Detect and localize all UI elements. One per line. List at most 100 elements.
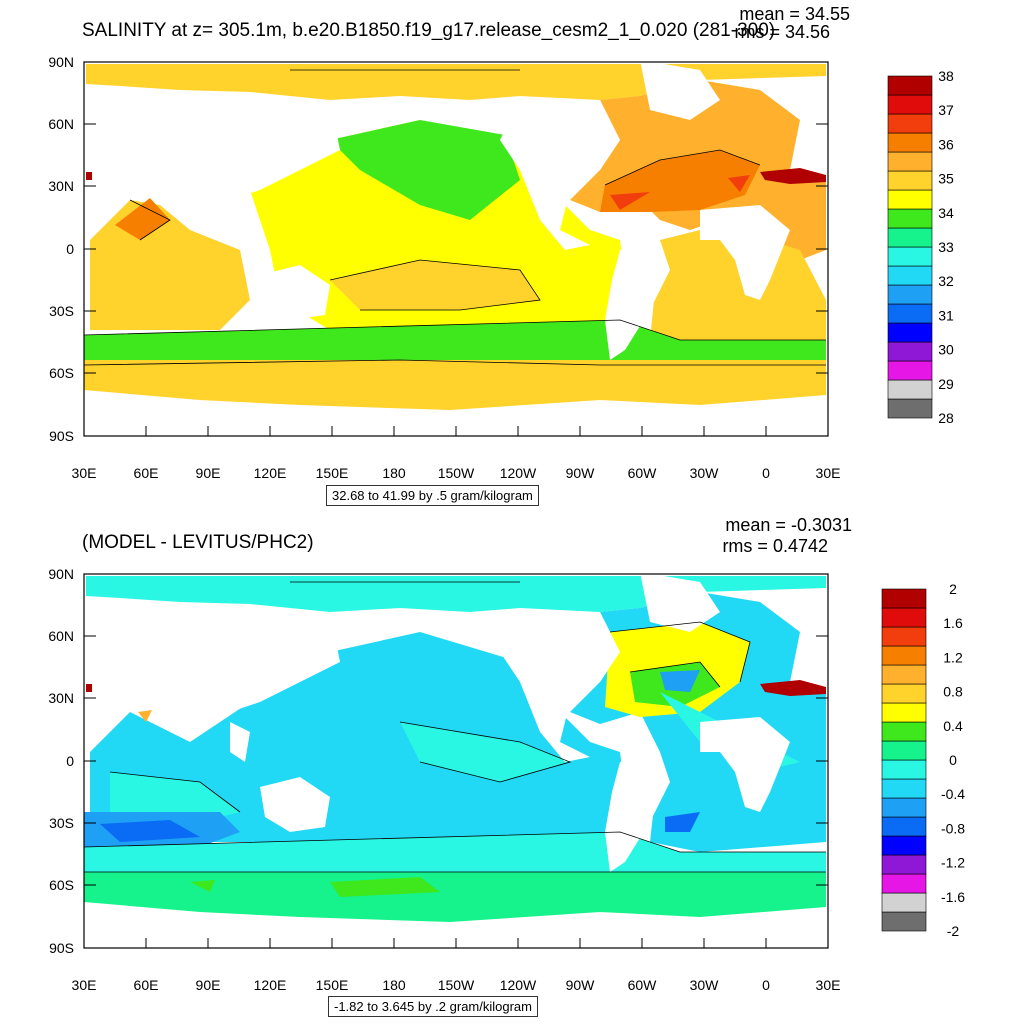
lat-label: 30S: [49, 815, 74, 831]
colorbar-swatch: [887, 341, 933, 362]
colorbar-swatch: [881, 911, 927, 932]
colorbar-label: 30: [938, 342, 954, 358]
colorbar-label: 35: [938, 171, 954, 187]
colorbar-swatch: [887, 208, 933, 229]
contour-info: -1.82 to 3.645 by .2 gram/kilogram: [328, 996, 538, 1017]
colorbar-label: 0: [949, 752, 957, 768]
lat-labels: 90N 60N 30N 0 30S 60S 90S: [48, 566, 74, 956]
lat-label: 90N: [48, 566, 74, 582]
lon-label: 90E: [196, 465, 221, 481]
lat-labels: 90N 60N 30N 0 30S 60S 90S: [48, 54, 74, 444]
colorbar-label: 32: [938, 273, 954, 289]
colorbar-swatch: [881, 588, 927, 609]
colorbar-label: 0.4: [943, 718, 963, 734]
colorbar-swatch: [881, 740, 927, 761]
colorbar-label: -1.2: [941, 855, 965, 871]
lon-label: 60E: [134, 977, 159, 993]
colorbar-swatch: [887, 360, 933, 381]
rms-value: rms = 0.4742: [722, 536, 828, 556]
colorbar-swatch: [887, 284, 933, 305]
lon-label: 60E: [134, 465, 159, 481]
lon-label: 30W: [690, 977, 720, 993]
lat-label: 60N: [48, 628, 74, 644]
colorbar-label: 33: [938, 239, 954, 255]
salinity-map: 90N 60N 30N 0 30S 60S 90S 30E 60E 90E 12…: [48, 54, 954, 481]
colorbar-swatch: [881, 759, 927, 780]
lon-label: 30E: [72, 977, 97, 993]
panel-title: SALINITY at z= 305.1m, b.e20.B1850.f19_g…: [82, 20, 776, 41]
colorbar-label: 0.8: [943, 684, 963, 700]
lon-label: 90W: [566, 977, 596, 993]
colorbar-swatch: [887, 94, 933, 115]
colorbar: -2 -1.6 -1.2 -0.8 -0.4 0 0.4 0.8 1.2 1.6 2: [881, 581, 965, 939]
colorbar-label: -1.6: [941, 889, 965, 905]
mean-value: mean = 34.55: [739, 4, 850, 24]
panel-title: (MODEL - LEVITUS/PHC2): [82, 532, 314, 553]
lon-label: 150W: [438, 465, 475, 481]
colorbar-swatch: [887, 151, 933, 172]
salinity-panel: SALINITY at z= 305.1m, b.e20.B1850.f19_g…: [48, 4, 954, 506]
lat-label: 90S: [49, 940, 74, 956]
lon-label: 30W: [690, 465, 720, 481]
land-mask: [84, 572, 826, 948]
colorbar-swatch: [887, 170, 933, 191]
colorbar-swatch: [881, 664, 927, 685]
colorbar-swatch: [881, 607, 927, 628]
colorbar-label: 1.6: [943, 615, 963, 631]
colorbar-label: 38: [938, 68, 954, 84]
lat-ticks: [84, 635, 828, 886]
colorbar: 28 29 30 31 32 33 34 35 36 37 38: [887, 68, 954, 426]
colorbar-label: 34: [938, 205, 954, 221]
lon-ticks: [145, 938, 767, 948]
lat-label: 0: [66, 241, 74, 257]
colorbar-swatch: [881, 873, 927, 894]
colorbar-swatch: [881, 835, 927, 856]
colorbar-swatch: [887, 189, 933, 210]
mean-value: mean = -0.3031: [725, 515, 852, 535]
rms-value: rms = 34.56: [734, 22, 830, 42]
colorbar-label: 36: [938, 136, 954, 152]
colorbar-label: 1.2: [943, 649, 963, 665]
lat-label: 60N: [48, 116, 74, 132]
lon-label: 30E: [816, 977, 841, 993]
colorbar-swatch: [881, 892, 927, 913]
colorbar-swatch: [887, 227, 933, 248]
lon-label: 180: [382, 977, 406, 993]
difference-map: 90N 60N 30N 0 30S 60S 90S 30E 60E 90E 12…: [48, 566, 965, 993]
lat-ticks: [84, 61, 828, 437]
colorbar-label: 28: [938, 410, 954, 426]
colorbar-swatch: [881, 816, 927, 837]
colorbar-label: -0.8: [941, 820, 965, 836]
lon-label: 150E: [316, 977, 349, 993]
lat-label: 30S: [49, 303, 74, 319]
lon-label: 180: [382, 465, 406, 481]
lon-label: 60W: [628, 977, 658, 993]
colorbar-swatch: [887, 132, 933, 153]
lon-labels: 30E 60E 90E 120E 150E 180 150W 120W 90W …: [72, 465, 841, 481]
colorbar-swatch: [887, 265, 933, 286]
colorbar-label: 37: [938, 102, 954, 118]
lon-labels: 30E 60E 90E 120E 150E 180 150W 120W 90W …: [72, 977, 841, 993]
colorbar-swatch: [881, 626, 927, 647]
colorbar-swatch: [887, 322, 933, 343]
colorbar-swatch: [881, 778, 927, 799]
lat-label: 30N: [48, 690, 74, 706]
lon-label: 120W: [500, 977, 537, 993]
colorbar-swatch: [887, 379, 933, 400]
lat-label: 90S: [49, 428, 74, 444]
colorbar-swatch: [881, 721, 927, 742]
lon-label: 0: [762, 465, 770, 481]
colorbar-swatch: [881, 683, 927, 704]
lon-label: 150W: [438, 977, 475, 993]
lon-ticks: [145, 426, 767, 436]
colorbar-swatch: [881, 854, 927, 875]
lon-label: 0: [762, 977, 770, 993]
lon-label: 90E: [196, 977, 221, 993]
colorbar-label: 2: [949, 581, 957, 597]
contour-info: 32.68 to 41.99 by .5 gram/kilogram: [326, 485, 539, 506]
lon-label: 150E: [316, 465, 349, 481]
contour-lines: [83, 581, 826, 873]
lon-label: 120E: [254, 977, 287, 993]
colorbar-swatch: [881, 702, 927, 723]
colorbar-label: 31: [938, 307, 954, 323]
